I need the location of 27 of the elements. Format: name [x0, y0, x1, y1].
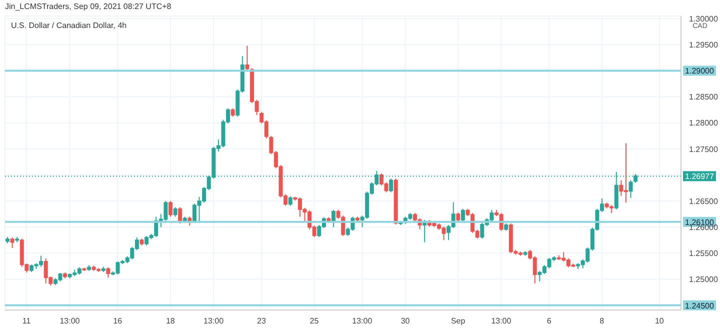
x-tick-label: 16 — [113, 316, 123, 326]
x-tick-label: 30 — [400, 316, 410, 326]
x-tick-label: 10 — [654, 316, 664, 326]
ref-line-label: 1.29000 — [685, 66, 715, 76]
x-tick-label: 13:00 — [491, 316, 512, 326]
x-tick-label: 6 — [546, 316, 552, 326]
x-tick-label: 8 — [600, 316, 605, 326]
y-tick-label: 1.29500 — [689, 40, 718, 50]
y-tick-label: 1.25000 — [689, 275, 718, 284]
x-tick-label: 11 — [22, 316, 32, 326]
y-tick-label: 1.28000 — [689, 118, 718, 128]
x-tick-label: 25 — [310, 316, 320, 326]
x-tick-label: 13:00 — [352, 316, 373, 326]
x-tick-label: 23 — [257, 316, 266, 326]
y-tick-label: 1.30000 — [689, 14, 718, 24]
x-tick-label: 13:00 — [204, 316, 224, 326]
y-tick-label: 1.28500 — [689, 92, 718, 102]
text: U.S. Dollar / Canadian Dollar, 4h — [11, 21, 127, 30]
x-tick-label: Sep — [450, 316, 466, 326]
x-tick-label: 13:00 — [60, 316, 80, 326]
y-tick-label: 1.25500 — [689, 249, 718, 258]
text: Jin_LCMSTraders, Sep 09, 2021 08:27 UTC+8 — [5, 2, 172, 11]
ref-line-label: 1.26977 — [685, 172, 715, 182]
y-tick-label: 1.27500 — [689, 144, 718, 154]
y-tick-label: 1.26500 — [689, 196, 718, 206]
ref-line-label: 1.24500 — [685, 301, 715, 310]
x-tick-label: 18 — [166, 316, 176, 326]
